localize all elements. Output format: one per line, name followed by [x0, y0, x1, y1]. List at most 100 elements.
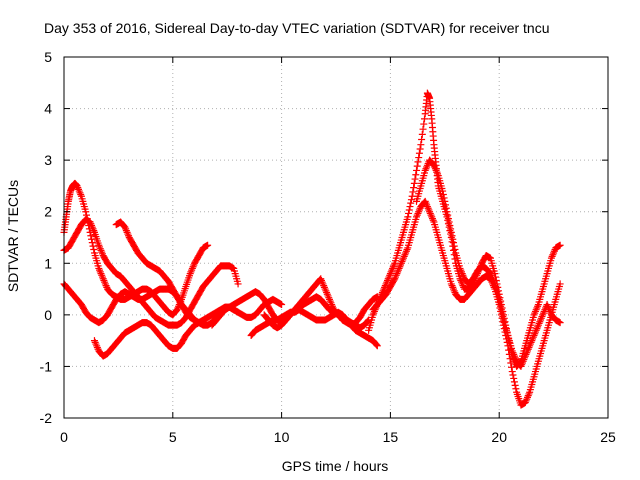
data-point — [447, 280, 455, 288]
data-point — [496, 299, 504, 307]
x-tick-label: 0 — [60, 429, 68, 445]
data-point — [324, 292, 332, 300]
data-point — [387, 268, 395, 276]
data-point — [444, 215, 452, 223]
data-point — [510, 374, 518, 382]
data-point — [390, 276, 398, 284]
data-point — [497, 306, 505, 314]
data-point — [508, 347, 516, 355]
data-point — [322, 287, 330, 295]
data-point — [556, 319, 564, 327]
series-arc-b — [60, 215, 242, 329]
data-point — [317, 276, 325, 284]
data-point — [426, 208, 434, 216]
data-point — [448, 282, 456, 290]
data-point — [406, 203, 414, 211]
data-point — [122, 227, 130, 235]
data-point — [402, 247, 410, 255]
data-point — [531, 330, 539, 338]
data-point — [433, 168, 441, 176]
data-point — [539, 311, 547, 319]
data-point — [524, 345, 532, 353]
data-point — [531, 307, 539, 315]
data-point — [186, 270, 194, 278]
data-point — [386, 270, 394, 278]
data-point — [550, 247, 558, 255]
data-point — [524, 392, 532, 400]
data-point — [391, 273, 399, 281]
data-point — [414, 209, 422, 217]
data-point — [93, 342, 101, 350]
data-point — [459, 271, 467, 279]
data-point — [546, 307, 554, 315]
data-point — [398, 258, 406, 266]
data-point — [424, 204, 432, 212]
data-point — [96, 243, 104, 251]
data-point — [373, 342, 381, 350]
x-tick-label: 25 — [600, 429, 616, 445]
data-point — [98, 250, 106, 258]
data-point — [417, 141, 425, 149]
data-point — [413, 213, 421, 221]
data-point — [101, 278, 109, 286]
data-point — [531, 328, 539, 336]
data-point — [234, 308, 242, 316]
data-point — [425, 206, 433, 214]
data-point — [519, 357, 527, 365]
data-point — [415, 154, 423, 162]
data-point — [323, 290, 331, 298]
y-tick-label: 1 — [44, 255, 52, 271]
data-point — [125, 232, 133, 240]
data-point — [528, 337, 536, 345]
data-point — [187, 268, 195, 276]
data-point — [422, 199, 430, 207]
data-point — [520, 356, 528, 364]
data-point — [385, 273, 393, 281]
data-point — [98, 273, 106, 281]
data-point — [445, 218, 453, 226]
data-point — [529, 335, 537, 343]
data-point — [488, 273, 496, 281]
data-point — [451, 246, 459, 254]
data-point — [434, 170, 442, 178]
series-arc-j — [369, 197, 564, 409]
data-point — [98, 271, 106, 279]
data-point — [325, 295, 333, 303]
y-tick-label: -2 — [40, 410, 53, 426]
data-point — [413, 211, 421, 219]
data-point — [373, 341, 381, 349]
data-point — [535, 319, 543, 327]
y-tick-label: 5 — [44, 49, 52, 65]
data-point — [533, 304, 541, 312]
data-point — [457, 266, 465, 274]
data-point — [96, 245, 104, 253]
x-tick-label: 20 — [491, 429, 507, 445]
data-point — [534, 302, 542, 310]
data-point — [190, 261, 198, 269]
data-point — [421, 197, 429, 205]
data-point — [534, 323, 542, 331]
data-point — [431, 165, 439, 173]
data-point — [495, 295, 503, 303]
data-point — [428, 215, 436, 223]
data-point — [531, 309, 539, 317]
data-point — [383, 276, 391, 284]
data-point — [410, 184, 418, 192]
data-point — [204, 241, 212, 249]
data-point — [430, 161, 438, 169]
data-point — [427, 211, 435, 219]
data-point — [556, 241, 564, 249]
data-point — [537, 314, 545, 322]
data-point — [410, 179, 418, 187]
data-point — [511, 354, 519, 362]
data-point — [88, 221, 96, 229]
data-point — [526, 342, 534, 350]
data-point — [522, 350, 530, 358]
data-point — [423, 203, 431, 211]
data-point — [510, 378, 518, 386]
data-point — [532, 306, 540, 314]
data-point — [413, 162, 421, 170]
data-point — [407, 196, 415, 204]
data-point — [532, 326, 540, 334]
data-point — [101, 280, 109, 288]
